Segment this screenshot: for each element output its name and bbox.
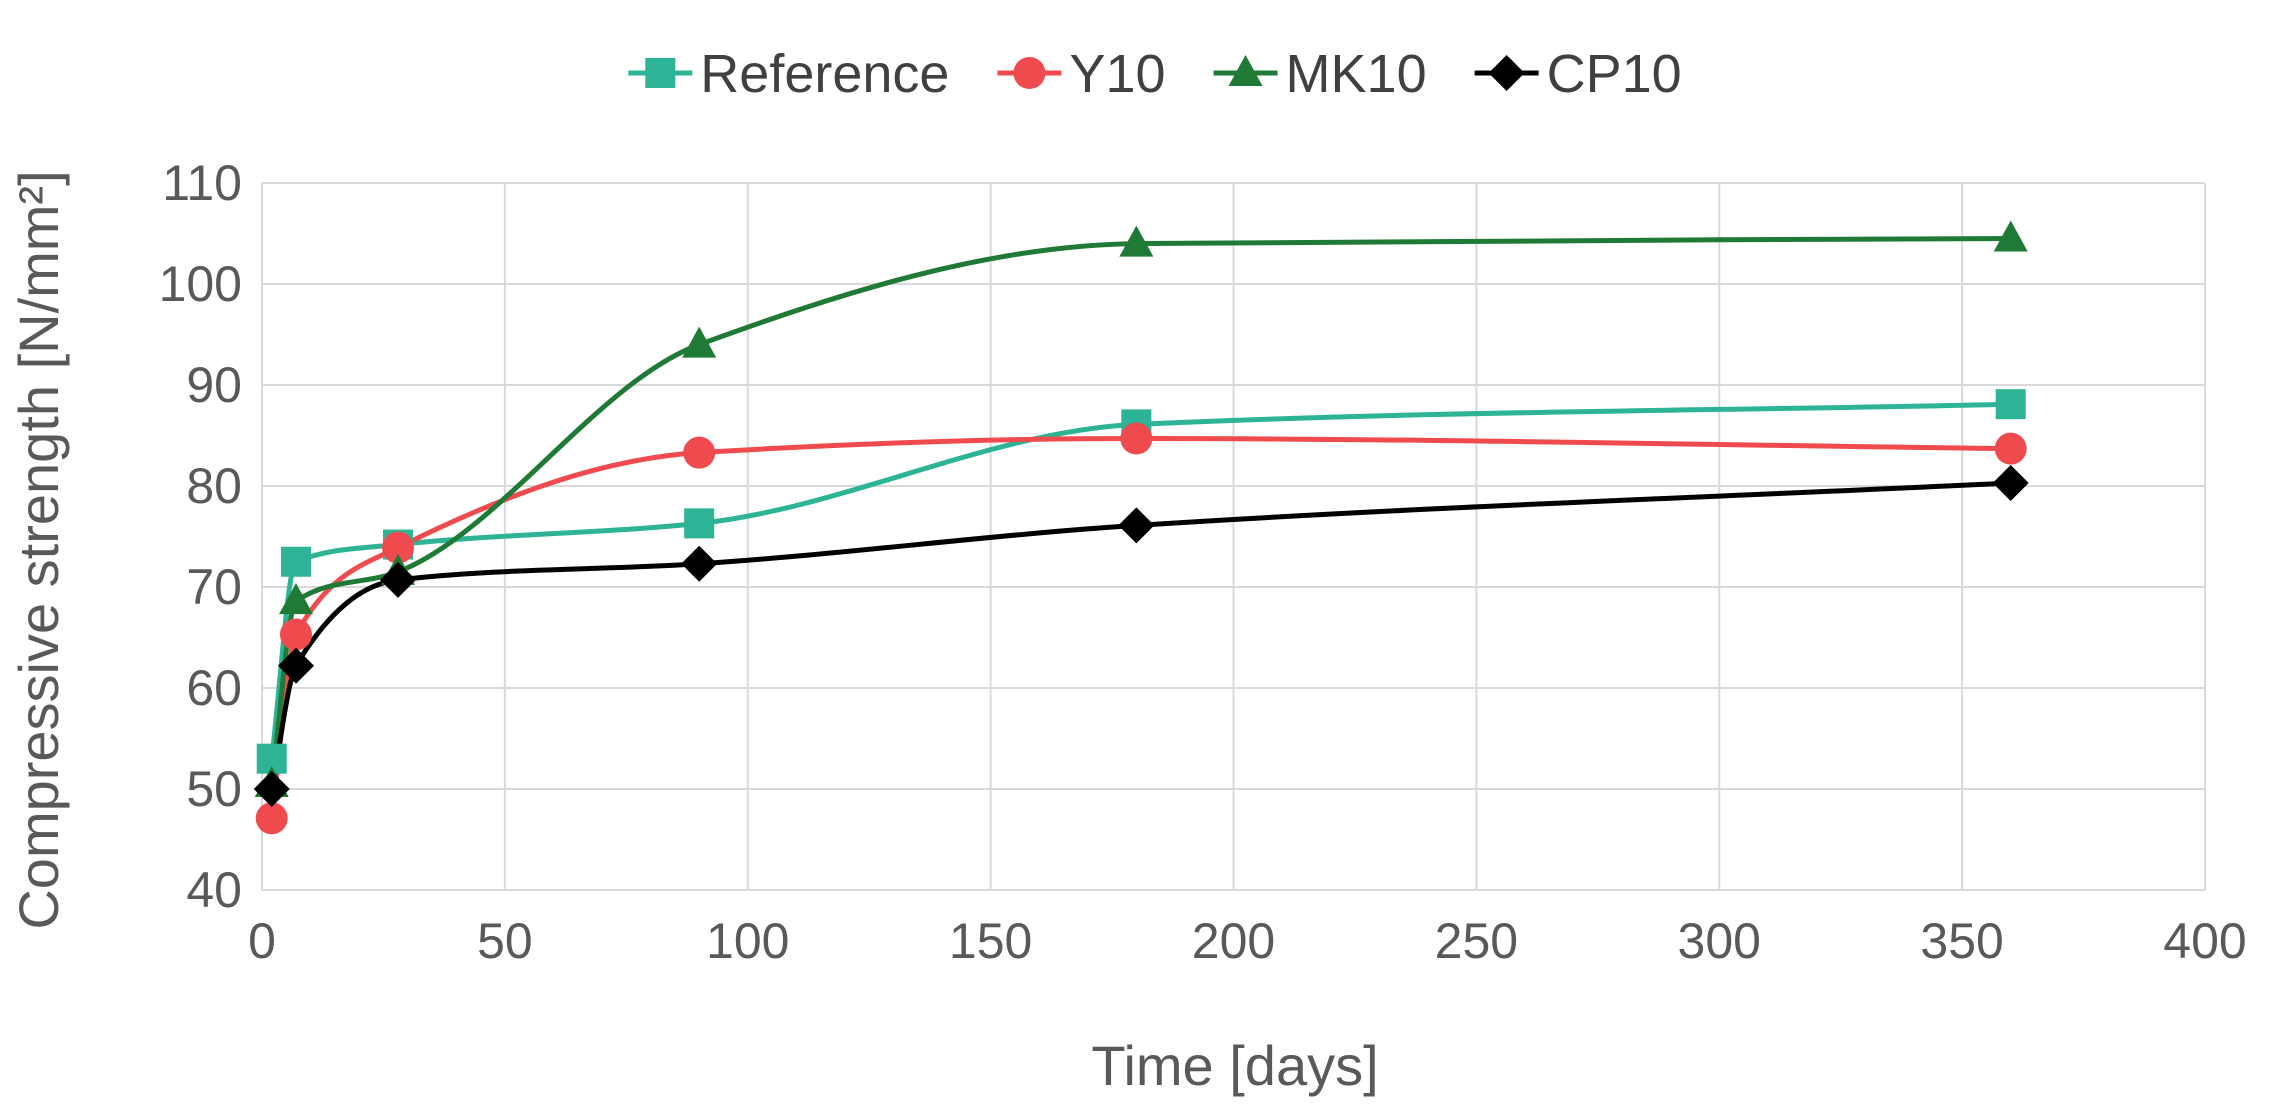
y-tick-labels: 40 50 60 70 80 90 100 110	[159, 155, 242, 918]
legend-marker-reference	[645, 58, 676, 88]
y-tick-label: 100	[159, 256, 242, 312]
x-tick-label: 200	[1192, 913, 1275, 969]
data-point-y10	[382, 531, 415, 564]
legend: Reference Y10 MK10 CP10	[628, 44, 1682, 104]
data-point-mk10	[1119, 225, 1154, 257]
y-tick-label: 90	[186, 357, 242, 413]
legend-marker-cp10	[1488, 55, 1525, 91]
legend-label-mk10: MK10	[1286, 44, 1427, 104]
series-line-cp10	[269, 480, 2014, 792]
data-point-cp10	[1992, 464, 2029, 501]
y-tick-label: 50	[186, 761, 242, 817]
legend-label-y10: Y10	[1069, 44, 1165, 104]
legend-marker-mk10	[1228, 55, 1263, 86]
legend-label-reference: Reference	[700, 44, 949, 104]
data-point-cp10	[380, 561, 417, 598]
legend-item-reference: Reference	[628, 44, 949, 104]
data-point-y10	[1994, 432, 2027, 465]
y-tick-label: 110	[162, 155, 242, 211]
data-point-reference	[281, 546, 312, 577]
data-point-cp10	[1118, 507, 1155, 544]
series-line-mk10	[269, 236, 2014, 787]
data-point-cp10	[278, 647, 315, 684]
y-tick-label: 80	[186, 458, 242, 514]
data-point-y10	[280, 618, 313, 651]
x-tick-label: 300	[1678, 913, 1761, 969]
data-point-mk10	[682, 326, 717, 358]
data-point-mk10	[1993, 220, 2028, 252]
legend-item-cp10: CP10	[1474, 44, 1682, 104]
data-point-cp10	[253, 771, 290, 807]
legend-item-mk10: MK10	[1213, 44, 1427, 104]
series-markers	[253, 220, 2029, 835]
x-axis-title: Time [days]	[1091, 1034, 1378, 1097]
x-tick-label: 400	[2163, 913, 2246, 969]
grid	[261, 182, 2206, 891]
x-tick-label: 250	[1435, 913, 1518, 969]
x-tick-labels: 0 50 100 150 200 250 300 350 400	[248, 913, 2247, 969]
x-tick-label: 50	[477, 913, 533, 969]
y-tick-label: 70	[186, 559, 242, 615]
x-tick-label: 0	[248, 913, 276, 969]
y-tick-label: 40	[186, 862, 242, 918]
x-tick-label: 350	[1920, 913, 2003, 969]
data-point-y10	[683, 436, 716, 469]
data-point-reference	[1995, 389, 2026, 420]
data-point-cp10	[681, 545, 718, 582]
legend-item-y10: Y10	[997, 44, 1166, 104]
x-tick-label: 100	[706, 913, 789, 969]
legend-label-cp10: CP10	[1547, 44, 1682, 104]
y-axis-title: Compressive strength [N/mm²]	[7, 170, 70, 929]
data-point-reference	[684, 508, 715, 539]
data-point-mk10	[279, 583, 314, 615]
x-tick-label: 150	[949, 913, 1032, 969]
legend-marker-y10	[1013, 57, 1046, 89]
data-point-y10	[1120, 422, 1153, 455]
data-point-y10	[255, 802, 288, 835]
y-tick-label: 60	[186, 660, 242, 716]
